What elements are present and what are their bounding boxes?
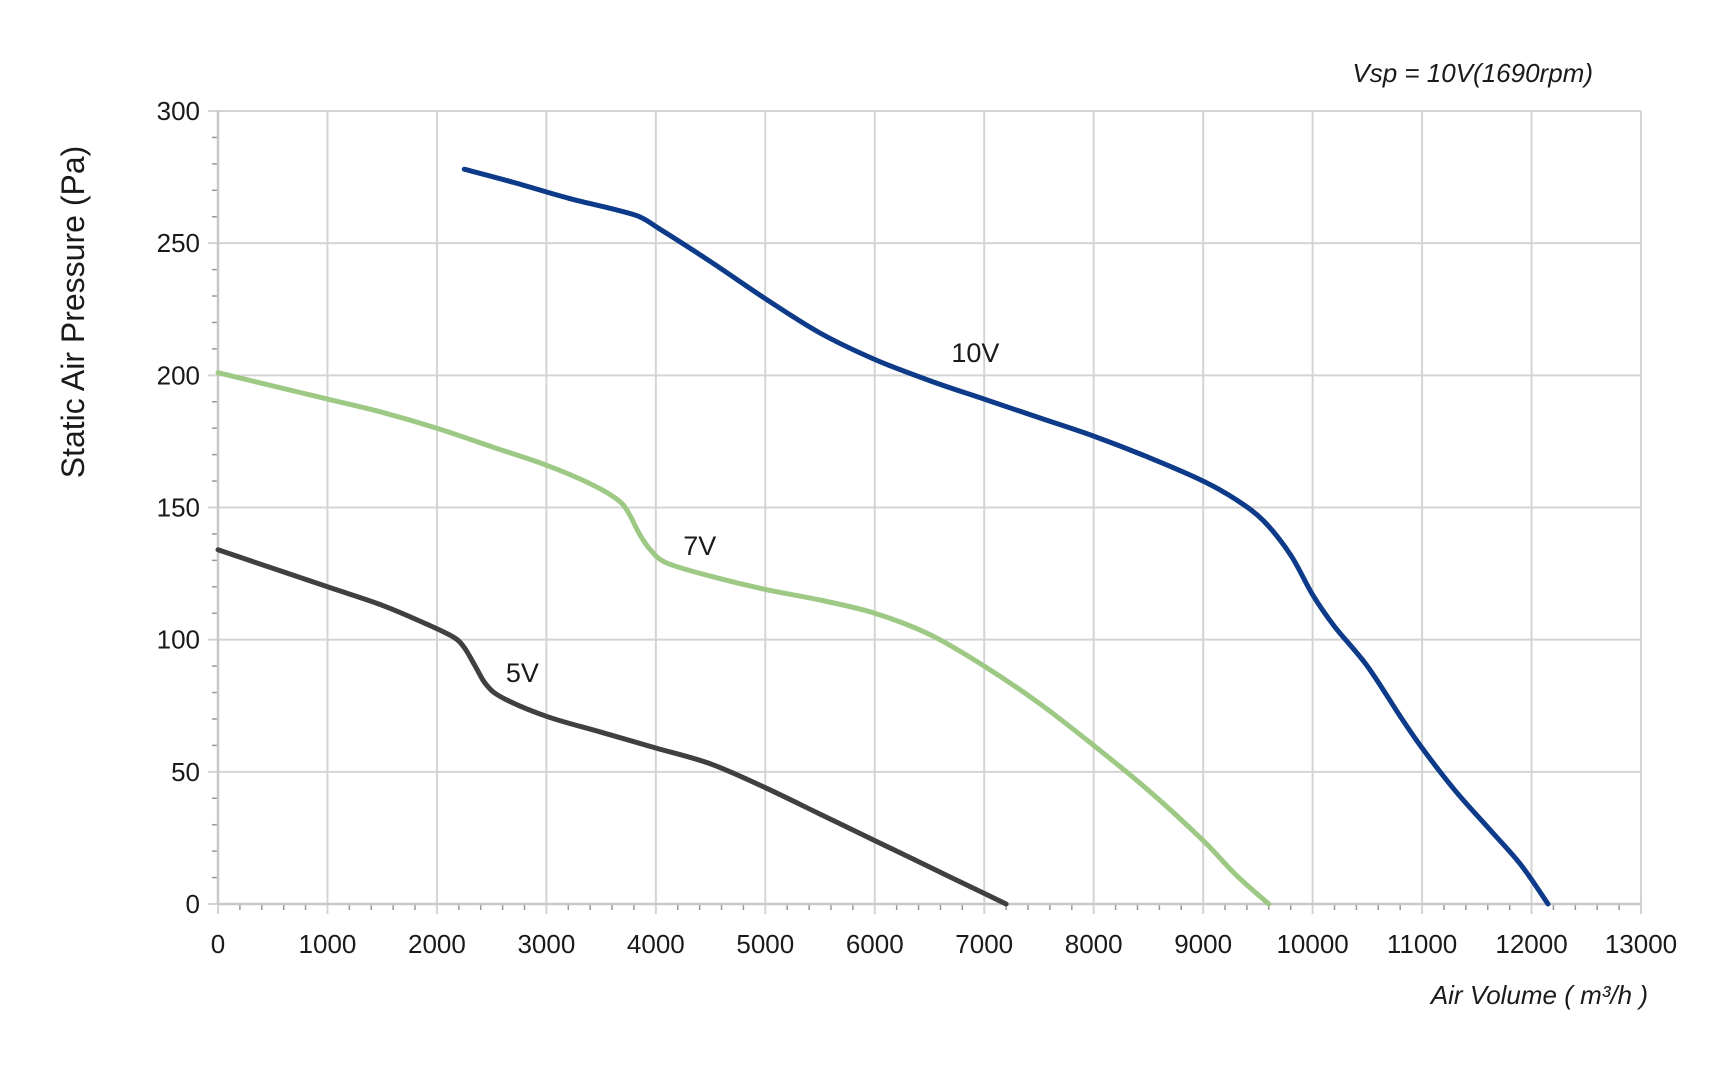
series-label-5v: 5V bbox=[506, 658, 539, 688]
x-tick-label: 8000 bbox=[1065, 929, 1123, 959]
x-tick-label: 2000 bbox=[408, 929, 466, 959]
y-axis-title: Static Air Pressure (Pa) bbox=[55, 146, 91, 479]
series-lines bbox=[215, 166, 1551, 907]
series-line-10v bbox=[461, 166, 1551, 907]
x-tick-label: 6000 bbox=[846, 929, 904, 959]
y-tick-label: 50 bbox=[171, 757, 200, 787]
series-line-7v bbox=[215, 370, 1272, 907]
x-tick-label: 7000 bbox=[955, 929, 1013, 959]
x-tick-label: 1000 bbox=[299, 929, 357, 959]
axes bbox=[216, 111, 1641, 906]
x-tick-label: 9000 bbox=[1174, 929, 1232, 959]
series-line-5v bbox=[215, 547, 1009, 907]
tick-labels: 0 1000 2000 3000 4000 5000 6000 7000 8000 9000 100… bbox=[157, 96, 1678, 959]
x-tick-label: 10000 bbox=[1276, 929, 1348, 959]
y-tick-label: 250 bbox=[157, 228, 200, 258]
x-tick-label: 12000 bbox=[1495, 929, 1567, 959]
series-label-10v: 10V bbox=[951, 338, 999, 368]
y-tick-label: 300 bbox=[157, 96, 200, 126]
x-tick-label: 0 bbox=[211, 929, 225, 959]
x-tick-label: 4000 bbox=[627, 929, 685, 959]
x-axis-title: Air Volume ( m³/h ) bbox=[1429, 980, 1648, 1010]
x-tick-label: 3000 bbox=[517, 929, 575, 959]
chart-subtitle: Vsp = 10V(1690rpm) bbox=[1352, 58, 1593, 88]
minor-ticks bbox=[212, 136, 1620, 910]
x-tick-label: 11000 bbox=[1387, 929, 1457, 959]
y-tick-label: 100 bbox=[157, 625, 200, 655]
x-tick-label: 5000 bbox=[736, 929, 794, 959]
grid bbox=[208, 110, 1642, 914]
series-labels: 10V 7V 5V bbox=[506, 338, 1000, 688]
series-label-7v: 7V bbox=[683, 531, 716, 561]
x-tick-label: 13000 bbox=[1605, 929, 1677, 959]
y-tick-label: 0 bbox=[186, 889, 200, 919]
y-tick-label: 200 bbox=[157, 360, 200, 390]
y-tick-label: 150 bbox=[157, 493, 200, 523]
